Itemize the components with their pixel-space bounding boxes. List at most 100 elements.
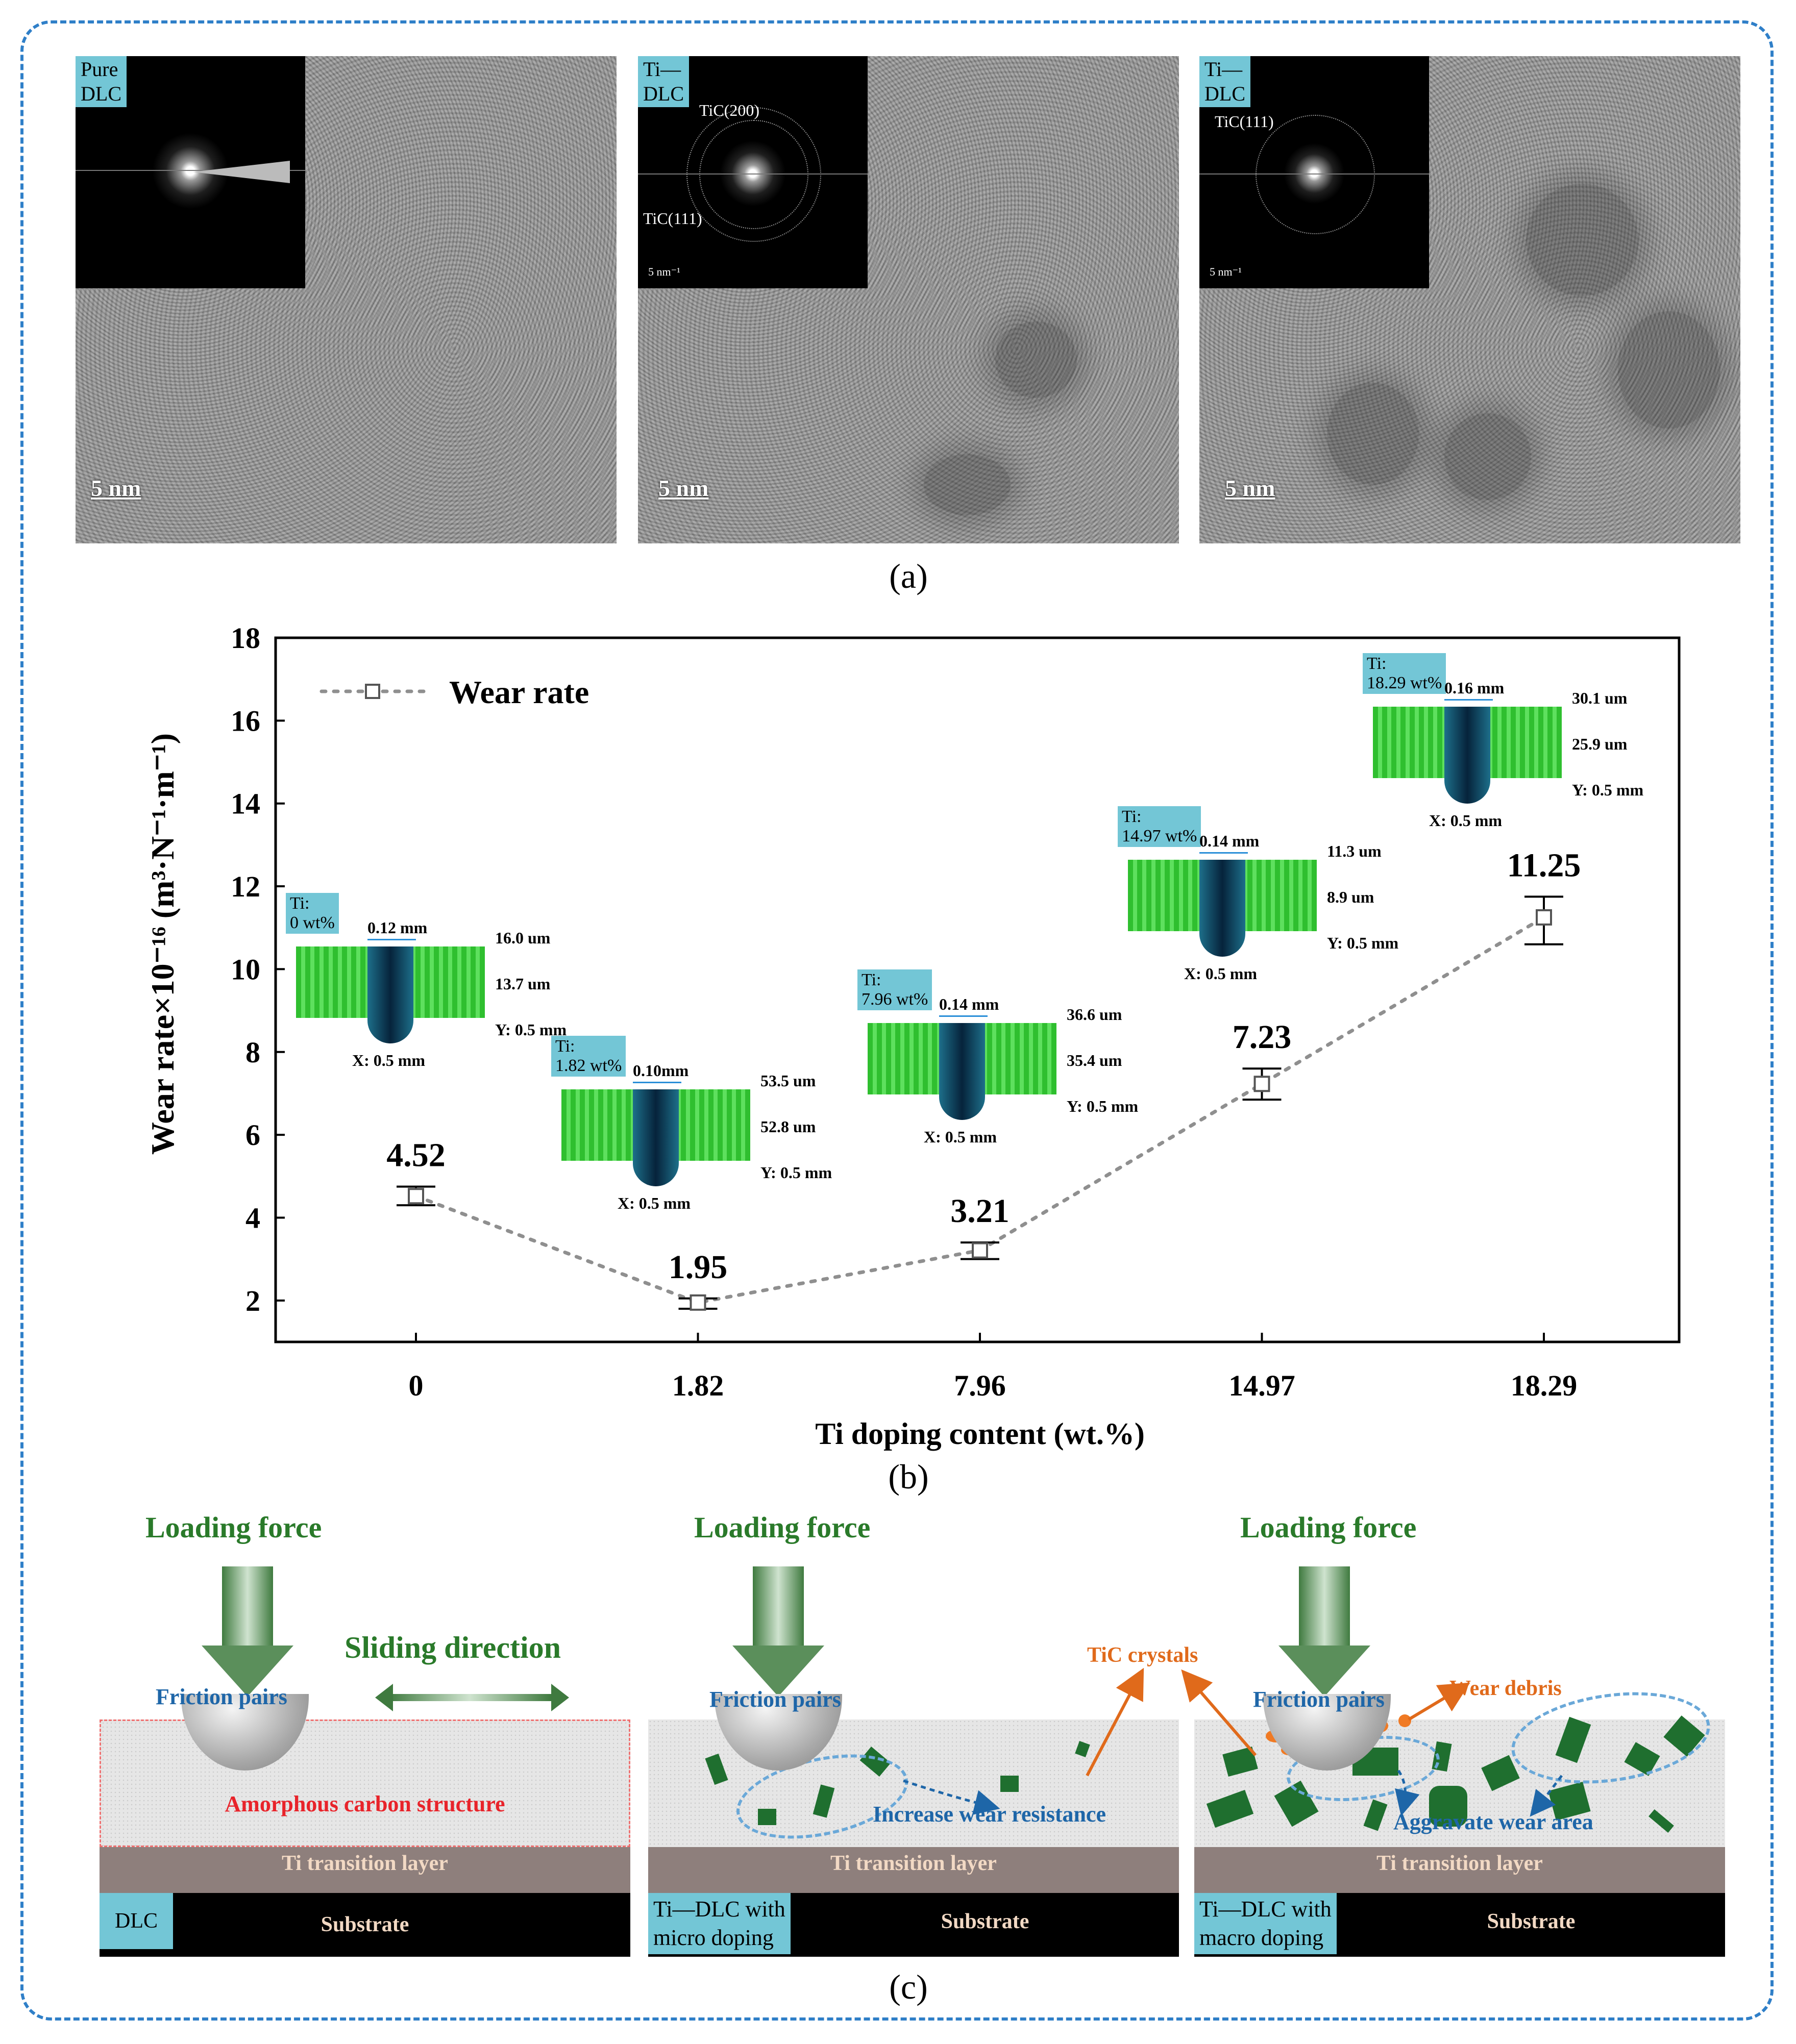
y-tick-label: 4 (245, 1201, 260, 1234)
loading-force-label: Loading force (145, 1511, 322, 1544)
loading-arrow (222, 1566, 273, 1648)
profile-width-label: 0.10mm (633, 1061, 689, 1080)
profile-ti-tag: Ti: 14.97 wt% (1118, 806, 1201, 847)
data-point (690, 1294, 706, 1311)
wear-profile-4: Ti: 18.29 wt% 0.16 mm 30.1 um 25.9 um Y: 0.5… (1363, 653, 1735, 852)
ti-layer-label: Ti transition layer (1376, 1852, 1543, 1875)
caption-c: (c) (889, 1967, 928, 2006)
profile-height-bottom: 25.9 um (1572, 735, 1628, 753)
y-tick-label: 12 (231, 870, 260, 903)
data-label: 11.25 (1507, 846, 1581, 884)
legend-label: Wear rate (449, 674, 589, 710)
y-tick-label: 2 (245, 1284, 260, 1317)
chart-axes: 2 4 6 8 10 12 14 16 18 0 1.82 7.96 14.97 18.29 (231, 621, 1681, 1402)
profile-height-bottom: 35.4 um (1067, 1051, 1122, 1069)
scale-bar-label: 5 nm (91, 475, 141, 501)
y-tick-label: 14 (231, 787, 260, 820)
friction-pairs-label: Friction pairs (156, 1684, 287, 1709)
profile-ti-tag: Ti: 0 wt% (286, 893, 339, 934)
y-tick-label: 18 (231, 621, 260, 655)
profile-ti-tag: Ti: 1.82 wt% (551, 1036, 626, 1077)
data-point (1536, 909, 1552, 926)
sample-tag: Pure DLC (76, 56, 127, 107)
loading-arrow (1299, 1566, 1350, 1648)
substrate-label: Substrate (941, 1910, 1029, 1933)
substrate-label: Substrate (321, 1913, 409, 1936)
profile-y-scale: Y: 0.5 mm (1572, 781, 1644, 799)
profile-height-bottom: 8.9 um (1327, 888, 1374, 906)
substrate-label: Substrate (1487, 1910, 1576, 1933)
profile-x-scale: X: 0.5 mm (1429, 811, 1503, 830)
x-tick-label: 14.97 (1228, 1369, 1295, 1402)
sliding-arrow-right-head (551, 1684, 569, 1711)
sliding-direction-label: Sliding direction (345, 1631, 561, 1664)
loading-force-label: Loading force (1240, 1511, 1417, 1544)
inset-scale-label: 5 nm⁻¹ (648, 265, 680, 278)
scale-bar-label: 5 nm (1225, 475, 1275, 501)
schematic-dlc: Ti transition layer Substrate Amorphous … (100, 1719, 630, 1964)
ti-layer-label: Ti transition layer (830, 1852, 997, 1875)
loading-arrow-head (732, 1646, 824, 1697)
profile-y-scale: Y: 0.5 mm (760, 1163, 832, 1182)
y-tick-label: 8 (245, 1036, 260, 1069)
schematic-ti-dlc-macro: Ti transition layer Substrate Aggravate … (1194, 1680, 1725, 1964)
data-point (1253, 1076, 1270, 1092)
profile-width-label: 0.14 mm (1199, 832, 1260, 850)
profile-height-top: 30.1 um (1572, 689, 1628, 707)
inset-scale-label: 5 nm⁻¹ (1210, 265, 1242, 278)
sad-label-tic200: TiC(200) (699, 101, 759, 119)
x-axis-label: Ti doping content (wt.%) (815, 1417, 1145, 1451)
data-point (408, 1188, 424, 1205)
profile-y-scale: Y: 0.5 mm (1067, 1097, 1139, 1115)
profile-height-top: 16.0 um (495, 929, 551, 947)
sad-inset (76, 56, 305, 288)
profile-y-scale: Y: 0.5 mm (1327, 934, 1399, 952)
friction-pairs-label: Friction pairs (709, 1687, 841, 1712)
profile-width-label: 0.12 mm (367, 918, 428, 937)
figure-frame (20, 20, 1774, 2021)
tem-image-ti-dlc-1-82: TiC(200) TiC(111) 5 nm⁻¹ Ti— DLC 1.82 wt… (638, 56, 1179, 543)
caption-a: (a) (889, 557, 928, 595)
x-tick-label: 18.29 (1511, 1369, 1578, 1402)
doping-label: 1.82 wt% Ti (750, 57, 856, 80)
profile-height-top: 36.6 um (1067, 1005, 1122, 1024)
sliding-arrow-left-head (375, 1684, 393, 1711)
ti-layer-label: Ti transition layer (282, 1852, 448, 1875)
amorphous-structure-label: Amorphous carbon structure (225, 1791, 505, 1816)
profile-ti-tag: Ti: 7.96 wt% (857, 969, 932, 1010)
sample-tag: Ti—DLC with macro doping (1194, 1893, 1337, 1954)
x-tick-label: 0 (409, 1369, 424, 1402)
doping-label: 18.29 wt% Ti (1291, 57, 1408, 80)
sample-tag: Ti— DLC (638, 56, 689, 107)
data-label: 3.21 (950, 1192, 1010, 1230)
data-label: 4.52 (386, 1137, 446, 1174)
profile-x-scale: X: 0.5 mm (924, 1128, 997, 1146)
profile-height-top: 53.5 um (760, 1071, 816, 1090)
x-tick-label: 7.96 (954, 1369, 1006, 1402)
profile-x-scale: X: 0.5 mm (1184, 964, 1258, 983)
data-label: 1.95 (669, 1249, 728, 1286)
loading-arrow-head (202, 1646, 293, 1697)
profile-width-label: 0.16 mm (1444, 679, 1505, 697)
sliding-arrow (388, 1694, 551, 1701)
scale-bar-label: 5 nm (658, 475, 709, 501)
loading-force-label: Loading force (694, 1511, 871, 1544)
data-label: 7.23 (1233, 1018, 1292, 1056)
wear-profile-2: Ti: 7.96 wt% 0.14 mm 36.6 um 35.4 um Y: 0.5 … (857, 969, 1230, 1168)
y-axis-label: Wear rate×10⁻¹⁶ (m³·N⁻¹·m⁻¹) (144, 733, 181, 1155)
profile-x-scale: X: 0.5 mm (618, 1194, 691, 1212)
plot-frame (274, 636, 1681, 1343)
sample-tag: DLC (100, 1893, 173, 1949)
data-point (972, 1242, 988, 1259)
friction-pairs-label: Friction pairs (1253, 1687, 1385, 1712)
caption-b: (b) (888, 1457, 929, 1496)
chart-marks: 4.52 1.95 3.21 7.23 11.25 Wear rate (319, 674, 1581, 1311)
profile-height-bottom: 13.7 um (495, 975, 551, 993)
wear-rate-chart: 2 4 6 8 10 12 14 16 18 0 1.82 7.96 14.97 18.29 4.52 1.… (144, 621, 1681, 1451)
y-tick-label: 6 (245, 1118, 260, 1152)
x-tick-label: 1.82 (672, 1369, 724, 1402)
loading-arrow-head (1278, 1646, 1370, 1697)
sample-tag: Ti— DLC (1199, 56, 1250, 107)
sample-tag: Ti—DLC with micro doping (648, 1893, 791, 1954)
